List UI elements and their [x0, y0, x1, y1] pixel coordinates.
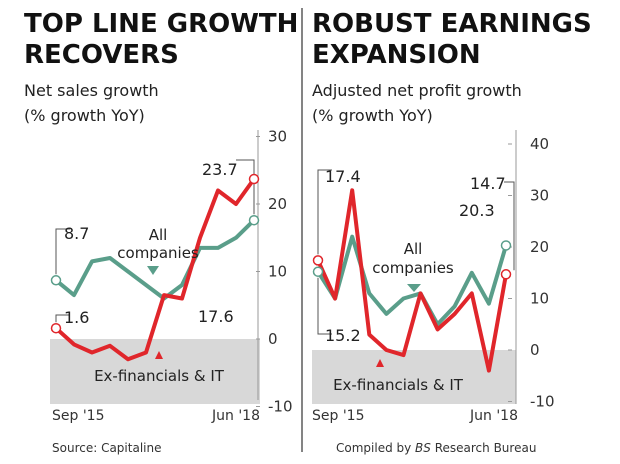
left-title-line-1: TOP LINE GROWTH: [24, 9, 298, 39]
left-source: Source: Capitaline: [52, 441, 161, 455]
left-ex-start-bracket: [55, 314, 70, 323]
left-point-marker: [50, 322, 62, 334]
right-chart: ROBUST EARNINGS EXPANSION Adjusted net p…: [312, 9, 592, 455]
right-tick-label: 10: [530, 290, 549, 308]
right-point-marker: [500, 269, 512, 280]
right-x-label-start: Sep '15: [312, 408, 365, 424]
right-negative-zone: [312, 350, 516, 404]
left-ex-pointer-icon: [155, 351, 163, 359]
right-tick-label: 30: [530, 187, 549, 205]
right-tick-label: 40: [530, 135, 549, 153]
right-x-label-end: Jun '18: [469, 408, 518, 424]
left-tick-label: 10: [268, 263, 287, 281]
right-y-ticks: 40 30 20 10 0 -10: [508, 135, 555, 411]
right-title-line-2: EXPANSION: [312, 40, 481, 70]
right-all-start-bracket: [317, 277, 332, 335]
right-source-suffix: Research Bureau: [431, 441, 537, 455]
left-end-bracket: [236, 159, 255, 215]
right-subtitle-line-2: (% growth YoY): [312, 106, 433, 125]
right-series-ex-financials: [316, 188, 508, 373]
right-source-italic: BS: [415, 441, 431, 455]
left-series-all-companies: [54, 218, 256, 301]
left-tick-label: -10: [268, 398, 293, 416]
right-series-all-companies: [316, 234, 508, 327]
right-tick-label: 20: [530, 238, 549, 256]
right-ex-start-bracket: [317, 169, 332, 255]
left-point-marker: [248, 173, 260, 185]
left-ex-label: Ex-financials & IT: [94, 367, 225, 385]
left-x-label-start: Sep '15: [52, 408, 105, 424]
left-tick-label: 30: [268, 128, 287, 146]
right-all-end-label: 20.3: [459, 201, 495, 220]
right-ex-end-label: 14.7: [470, 174, 506, 193]
left-point-marker: [50, 275, 62, 286]
left-ex-start-label: 1.6: [64, 308, 89, 327]
left-all-end-label: 17.6: [198, 307, 234, 326]
left-ex-end-label: 23.7: [202, 160, 238, 179]
left-all-pointer-icon: [147, 266, 159, 275]
left-y-ticks: 30 20 10 0 -10: [256, 128, 293, 416]
right-tick-label: 0: [530, 341, 540, 359]
right-tick-label: -10: [530, 393, 555, 411]
right-all-pointer-icon: [407, 284, 421, 292]
right-all-label-line-2: companies: [372, 259, 454, 277]
left-tick-label: 20: [268, 195, 287, 213]
right-point-marker: [500, 240, 512, 251]
right-source-prefix: Compiled by: [336, 441, 415, 455]
right-all-start-label: 15.2: [325, 326, 361, 345]
right-source: Compiled by BS Research Bureau: [336, 441, 536, 455]
left-series-ex-financials: [54, 177, 256, 362]
right-point-marker: [312, 266, 324, 277]
right-point-marker: [312, 255, 324, 266]
left-subtitle-line-1: Net sales growth: [24, 81, 159, 100]
left-x-label-end: Jun '18: [211, 408, 260, 424]
right-title-line-1: ROBUST EARNINGS: [312, 9, 592, 39]
right-end-bracket: [504, 181, 515, 271]
left-all-label-line-2: companies: [117, 244, 199, 262]
right-end-markers: [312, 240, 512, 280]
right-ex-start-label: 17.4: [325, 167, 361, 186]
left-chart: TOP LINE GROWTH RECOVERS Net sales growt…: [24, 9, 298, 455]
right-ex-label: Ex-financials & IT: [333, 376, 464, 394]
right-ex-pointer-icon: [376, 359, 384, 367]
left-subtitle-line-2: (% growth YoY): [24, 106, 145, 125]
left-point-marker: [248, 214, 260, 226]
right-all-label-line-1: All: [404, 240, 423, 258]
right-subtitle-line-1: Adjusted net profit growth: [312, 81, 522, 100]
left-end-markers: [50, 173, 260, 334]
left-title-line-2: RECOVERS: [24, 40, 179, 70]
left-all-label-line-1: All: [149, 226, 168, 244]
left-all-start-label: 8.7: [64, 224, 89, 243]
left-tick-label: 0: [268, 330, 278, 348]
left-all-start-bracket: [55, 228, 70, 275]
